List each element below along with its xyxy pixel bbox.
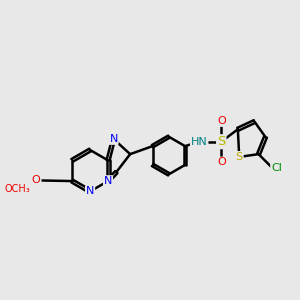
Text: O: O: [217, 158, 226, 167]
Text: Cl: Cl: [271, 163, 282, 173]
Text: N: N: [104, 176, 112, 186]
Text: S: S: [236, 152, 243, 162]
Text: N: N: [110, 134, 118, 144]
Text: O: O: [32, 176, 40, 185]
Text: HN: HN: [191, 137, 208, 147]
Text: O: O: [217, 116, 226, 126]
Text: N: N: [86, 186, 94, 197]
Text: S: S: [217, 135, 226, 148]
Text: OCH₃: OCH₃: [5, 184, 31, 194]
